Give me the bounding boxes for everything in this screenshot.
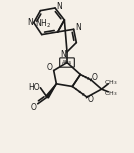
Text: HO: HO bbox=[28, 83, 40, 92]
Polygon shape bbox=[46, 84, 56, 98]
Text: N: N bbox=[27, 18, 33, 27]
Text: O: O bbox=[92, 73, 98, 82]
Text: O: O bbox=[47, 63, 53, 72]
Text: N: N bbox=[60, 50, 66, 59]
Text: N: N bbox=[56, 2, 62, 11]
Text: NH$_2$: NH$_2$ bbox=[35, 18, 51, 30]
Text: Abs: Abs bbox=[62, 60, 72, 65]
Text: CH$_3$: CH$_3$ bbox=[104, 89, 118, 98]
Text: O: O bbox=[31, 103, 37, 112]
Text: O: O bbox=[88, 95, 94, 104]
Text: N: N bbox=[75, 23, 81, 32]
Text: CH$_3$: CH$_3$ bbox=[104, 78, 118, 87]
FancyBboxPatch shape bbox=[60, 58, 74, 67]
